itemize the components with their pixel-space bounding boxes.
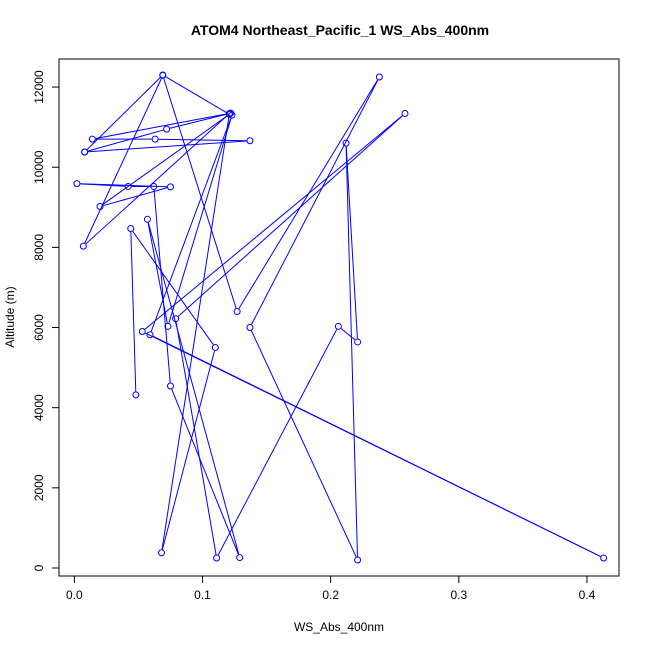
series-segment	[168, 118, 232, 324]
series-segment	[158, 138, 247, 142]
series-segment	[217, 329, 338, 556]
data-point	[151, 135, 159, 143]
data-point	[124, 182, 132, 190]
data-point	[246, 324, 254, 332]
plot-frame	[58, 58, 620, 577]
data-point	[172, 315, 180, 323]
data-point	[233, 307, 241, 315]
data-point	[354, 556, 362, 564]
data-point	[138, 328, 146, 336]
y-tick-label: 12000	[32, 70, 46, 104]
series-segment	[152, 335, 601, 557]
data-point	[81, 148, 89, 156]
series-segment	[177, 115, 403, 317]
data-point	[375, 73, 383, 81]
x-tick-label: 0.2	[322, 588, 339, 602]
data-point	[236, 554, 244, 562]
data-point	[159, 71, 167, 79]
series-segment	[102, 115, 227, 205]
x-tick-label: 0.3	[450, 588, 467, 602]
data-point	[354, 338, 362, 346]
y-tick-label: 2000	[32, 474, 46, 501]
series-segment	[147, 222, 240, 555]
data-point	[401, 110, 409, 118]
data-point	[342, 139, 350, 147]
data-point	[163, 125, 171, 133]
series-segment	[251, 79, 379, 325]
data-point	[227, 109, 235, 117]
data-point	[166, 183, 174, 191]
series-segment	[95, 113, 228, 139]
series-segment	[161, 350, 215, 550]
data-point	[150, 182, 158, 190]
y-tick-label: 6000	[32, 314, 46, 341]
data-point	[79, 242, 87, 250]
data-point	[143, 215, 151, 223]
data-point	[96, 202, 104, 210]
data-point	[166, 382, 174, 390]
chart-title: ATOM4 Northeast_Pacific_1 WS_Abs_400nm	[191, 22, 489, 38]
series-segment	[103, 187, 168, 207]
series-segment	[150, 118, 232, 332]
y-tick-label: 4000	[32, 394, 46, 421]
y-tick-label: 10000	[32, 150, 46, 184]
series-segment	[88, 140, 247, 153]
data-point	[73, 180, 81, 188]
series-segment	[84, 78, 162, 244]
x-tick-label: 0.1	[194, 588, 211, 602]
data-point	[213, 554, 221, 562]
data-point	[211, 344, 219, 352]
series-segment	[165, 76, 227, 113]
data-point	[334, 322, 342, 330]
series-segment	[144, 115, 403, 330]
x-axis: 0.0 0.1 0.2 0.3 0.4	[66, 575, 596, 602]
data-point	[146, 331, 154, 339]
data-points-group	[73, 71, 608, 564]
series-segment	[345, 146, 358, 339]
series-segment	[130, 232, 137, 392]
series-segment	[340, 328, 356, 341]
x-tick-label: 0.0	[66, 588, 83, 602]
series-segment	[345, 146, 358, 557]
series-segment	[80, 183, 168, 188]
series-segment	[161, 116, 230, 550]
data-point	[127, 225, 135, 233]
series-segment	[85, 115, 228, 245]
data-point	[600, 554, 608, 562]
data-point	[88, 135, 96, 143]
series-segment	[132, 231, 214, 345]
y-tick-label: 8000	[32, 234, 46, 261]
series-segment	[169, 113, 228, 129]
y-tick-label: 0	[32, 564, 46, 571]
series-segment	[175, 322, 217, 555]
x-axis-label: WS_Abs_400nm	[294, 620, 384, 634]
y-axis: 0 2000 4000 6000 8000 10000 12000	[32, 70, 60, 571]
y-axis-label: Altitude (m)	[3, 286, 17, 347]
series-segment	[171, 389, 239, 555]
x-tick-label: 0.4	[579, 588, 596, 602]
data-point	[164, 322, 172, 330]
series-segment	[153, 189, 171, 383]
series-segment	[87, 129, 164, 152]
series-segment	[163, 78, 237, 309]
data-point	[132, 391, 140, 399]
series-segment	[250, 330, 357, 558]
series-line-group	[80, 76, 601, 558]
data-point	[158, 549, 166, 557]
data-point	[225, 110, 233, 118]
data-point	[246, 137, 254, 145]
